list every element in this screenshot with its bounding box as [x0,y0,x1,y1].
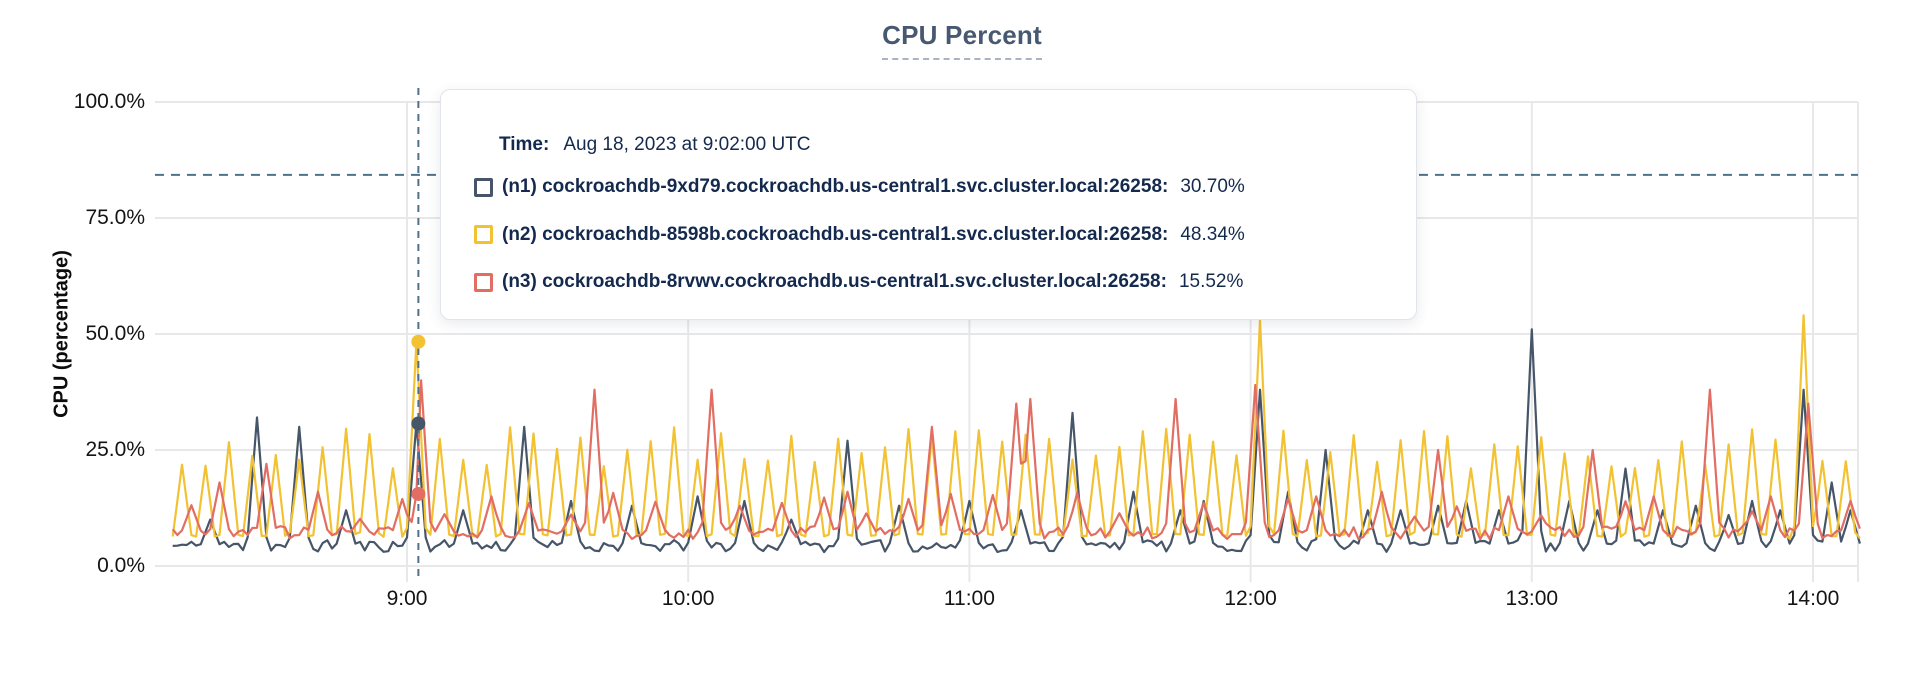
chart-title[interactable]: CPU Percent [882,20,1042,60]
series-swatch-n3 [474,272,493,292]
y-tick-label-50: 50.0% [85,322,145,345]
x-tick-label-900: 9:00 [386,587,428,610]
tooltip-series-row-n3: (n3) cockroachdb-8rvwv.cockroachdb.us-ce… [474,269,1396,295]
x-tick-label-1000: 10:00 [661,587,715,610]
series-line-n2 [171,314,1861,540]
hover-tooltip: Time: Aug 18, 2023 at 9:02:00 UTC (n1) c… [440,89,1417,320]
tooltip-time-value: Aug 18, 2023 at 9:02:00 UTC [563,134,811,155]
x-tick-label-1200: 12:00 [1224,587,1277,610]
hover-dot-n3 [411,486,426,501]
series-value-n2: 48.34% [1180,223,1245,245]
series-name-n1: (n1) cockroachdb-9xd79.cockroachdb.us-ce… [502,176,1169,197]
x-tick-label-1100: 11:00 [943,587,995,610]
tooltip-series-row-n1: (n1) cockroachdb-9xd79.cockroachdb.us-ce… [474,174,1396,200]
series-name-n2: (n2) cockroachdb-8598b.cockroachdb.us-ce… [502,223,1169,245]
series-swatch-n1 [474,177,493,197]
x-tick-label-1300: 13:00 [1505,587,1559,610]
y-tick-label-75: 75.0% [85,206,145,229]
series-value-n3: 15.52% [1178,271,1244,292]
hover-dot-n2 [411,334,426,349]
series-swatch-n2 [474,225,493,244]
y-tick-label-25: 25.0% [85,438,145,461]
hover-dot-n1 [411,416,426,431]
series-value-n1: 30.70% [1180,176,1245,197]
y-tick-label-0: 0.0% [97,554,145,577]
series-name-n3: (n3) cockroachdb-8rvwv.cockroachdb.us-ce… [502,271,1167,292]
tooltip-series-row-n2: (n2) cockroachdb-8598b.cockroachdb.us-ce… [474,222,1396,248]
x-tick-label-1400: 14:00 [1786,587,1840,610]
y-tick-label-100: 100.0% [73,90,145,113]
chart-header: CPU Percent [0,20,1924,60]
tooltip-time-row: Time: Aug 18, 2023 at 9:02:00 UTC [499,132,1396,158]
tooltip-time-label: Time: [499,134,550,155]
series-line-n3 [171,379,1861,541]
